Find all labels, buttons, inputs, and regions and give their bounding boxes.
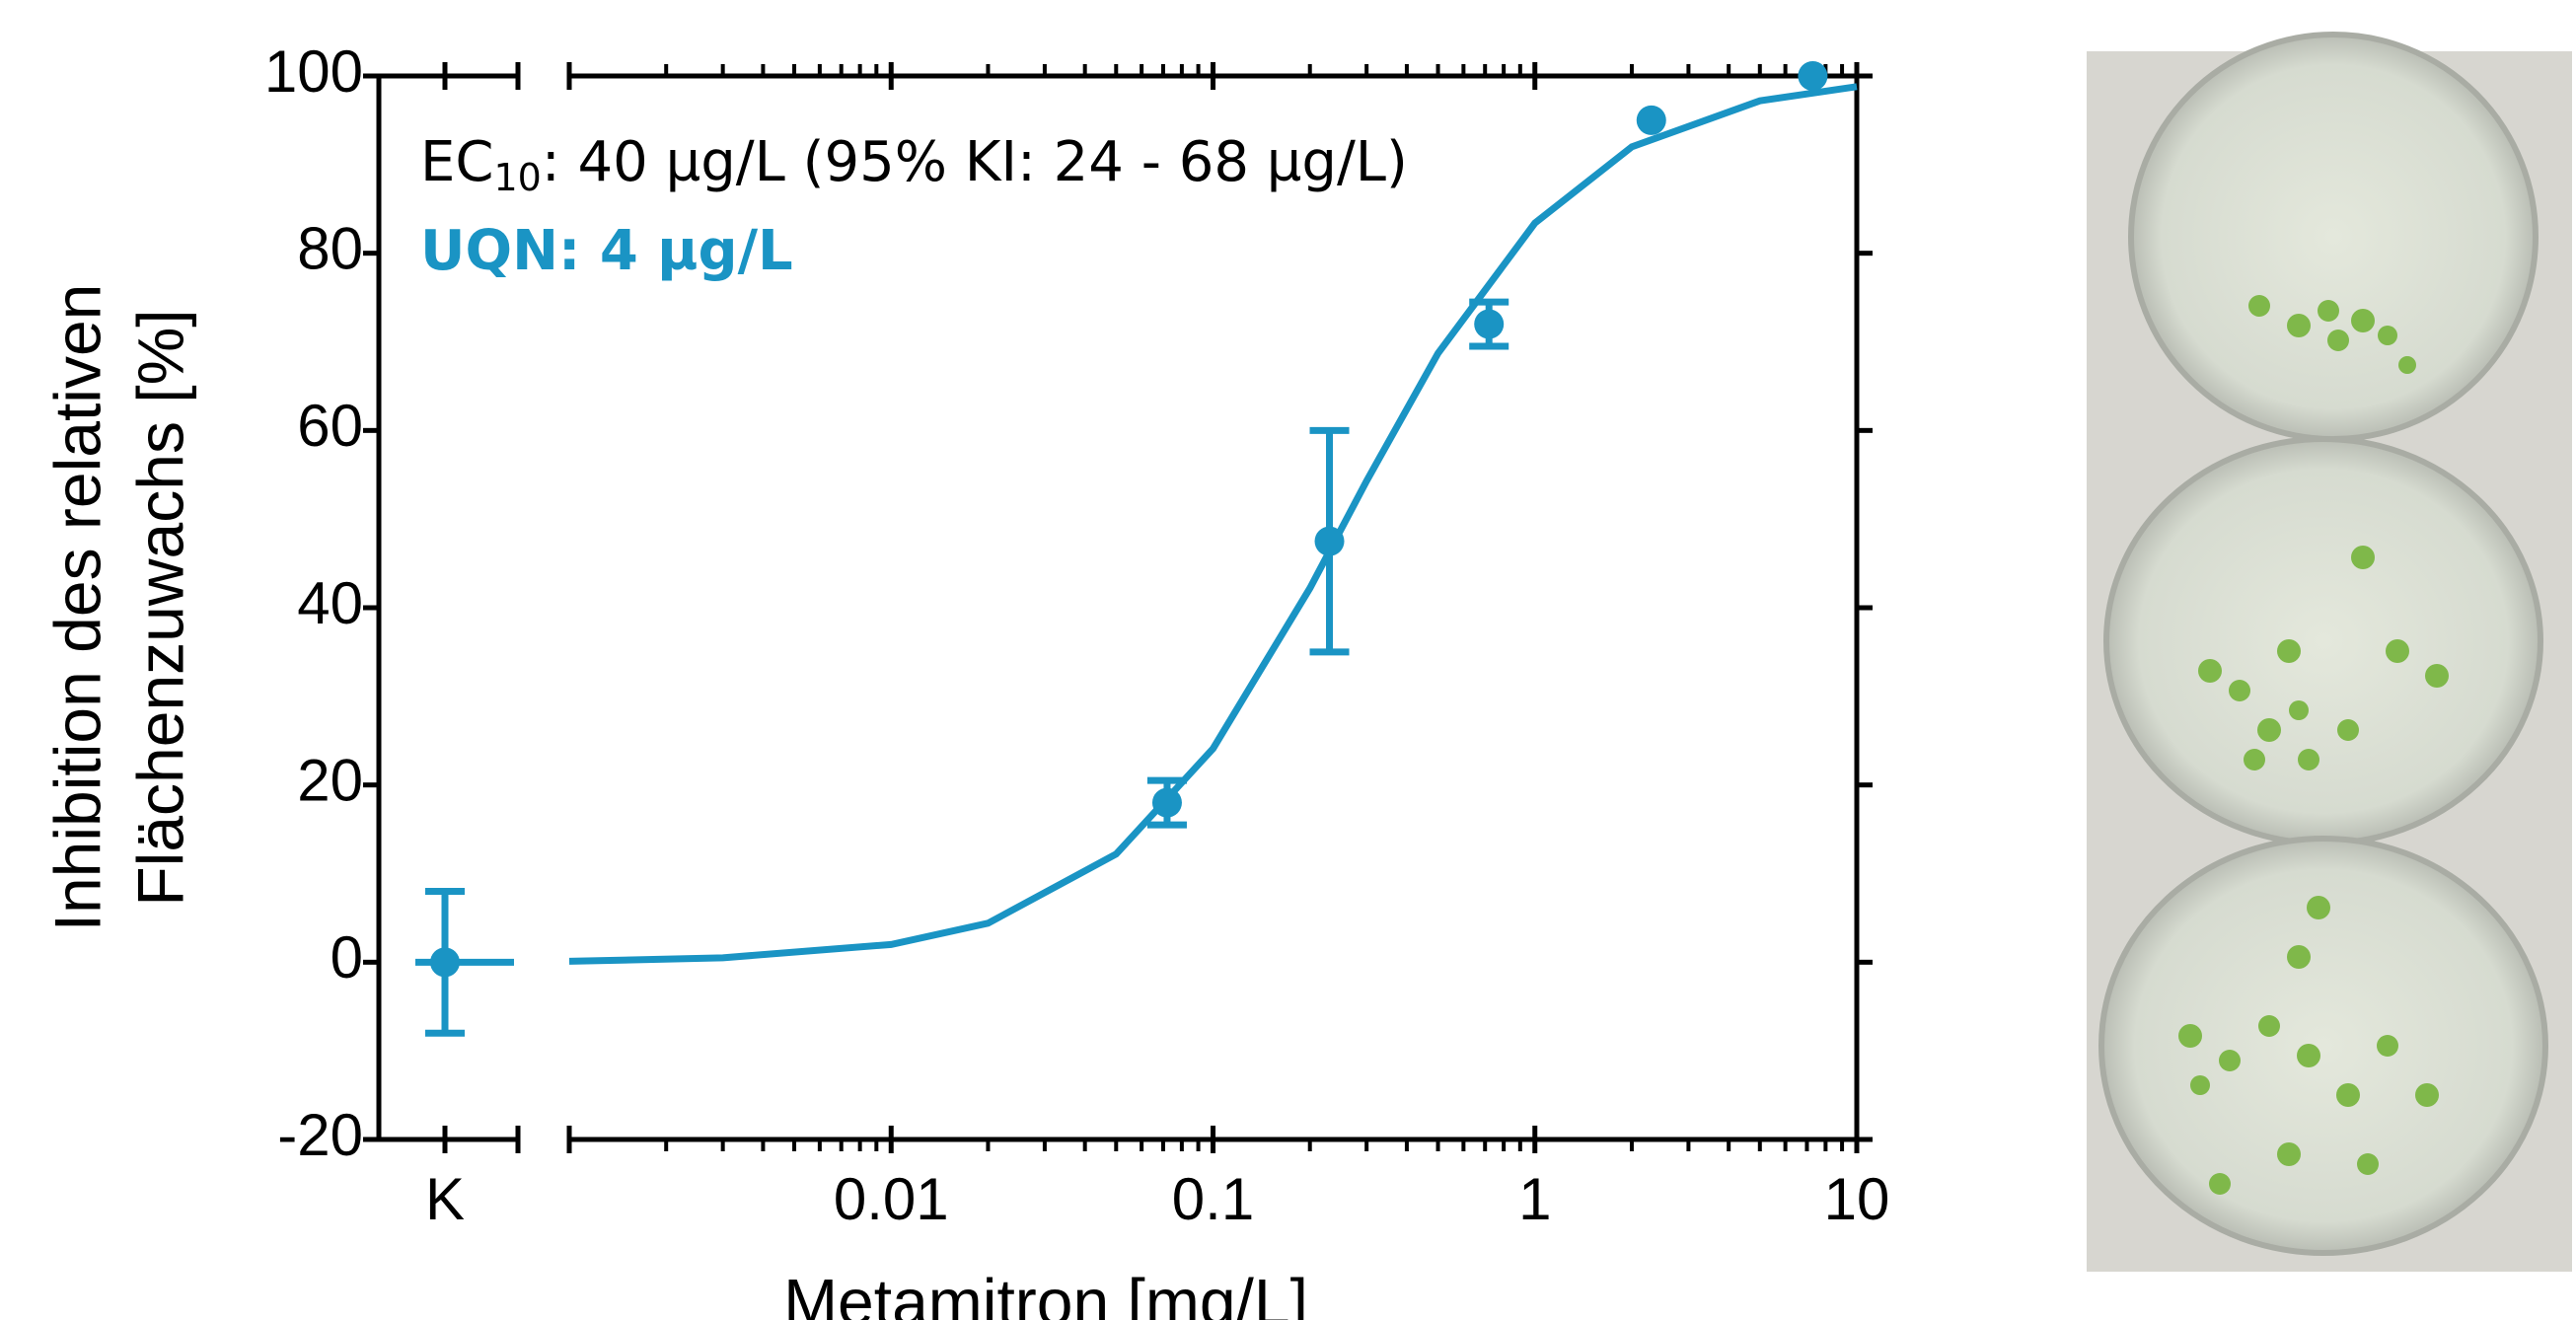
- point: [1314, 526, 1345, 556]
- y-tick-label: 100: [264, 38, 363, 105]
- x-tick-label: 1: [1518, 1166, 1551, 1232]
- y-tick-label: 40: [297, 570, 363, 636]
- point: [1474, 309, 1505, 339]
- uqn-annotation: UQN: 4 µg/L: [420, 219, 793, 283]
- ec-text: : 40 µg/L (95% KI: 24 - 68 µg/L): [542, 130, 1408, 194]
- y-tick-label: 0: [331, 924, 363, 990]
- point: [1798, 61, 1828, 91]
- ec-sub: 10: [493, 156, 541, 199]
- ec-main: EC: [420, 130, 493, 194]
- x-tick-label: 0.1: [1172, 1166, 1254, 1232]
- y-tick-label: 80: [297, 216, 363, 282]
- point: [430, 947, 460, 978]
- x-tick-label: 0.01: [834, 1166, 949, 1232]
- x-tick-label: 10: [1824, 1166, 1890, 1232]
- point: [1636, 105, 1666, 135]
- y-axis-label: Flächenzuwachs [%]: [123, 309, 196, 906]
- x-tick-label: K: [425, 1166, 465, 1232]
- y-tick-label: 20: [297, 748, 363, 814]
- ec-annotation: EC10: 40 µg/L (95% KI: 24 - 68 µg/L): [420, 130, 1408, 198]
- y-tick-label: -20: [277, 1102, 363, 1168]
- x-axis-label: Metamitron [mg/L]: [783, 1265, 1308, 1320]
- y-axis-label: Inhibition des relativen: [40, 284, 113, 932]
- photo: [2087, 32, 2572, 1272]
- y-tick-label: 60: [297, 393, 363, 459]
- fit-curve: [568, 83, 1858, 965]
- point: [1151, 787, 1182, 818]
